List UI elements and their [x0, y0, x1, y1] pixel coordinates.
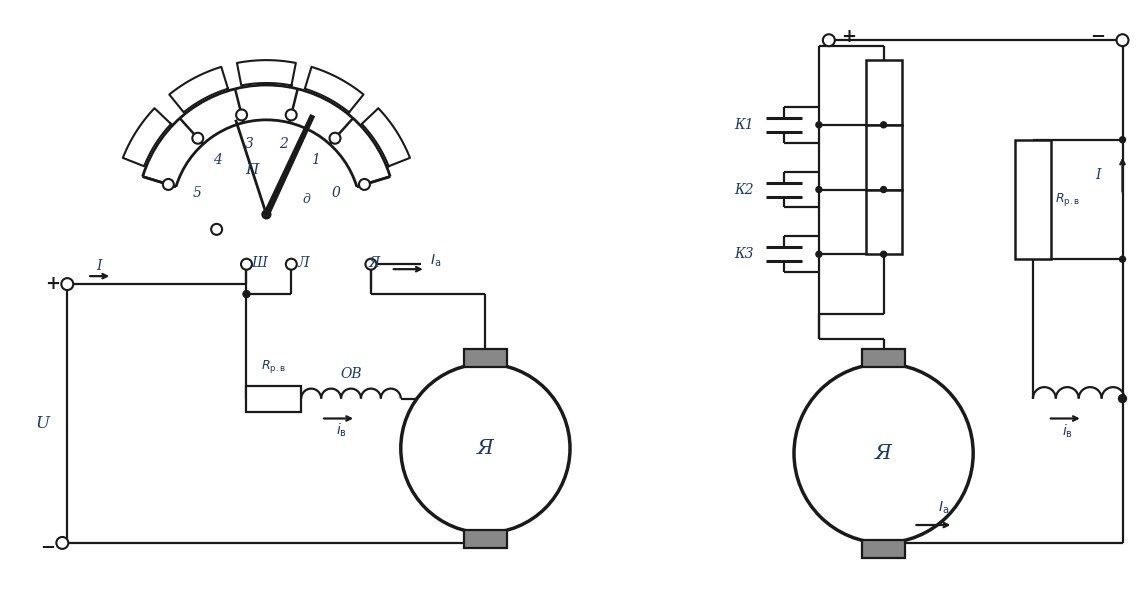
Circle shape: [61, 278, 73, 290]
Text: +: +: [45, 275, 60, 293]
Circle shape: [1117, 34, 1128, 46]
Circle shape: [816, 187, 822, 193]
Text: U: U: [36, 415, 49, 432]
Text: $i_\mathrm{в}$: $i_\mathrm{в}$: [335, 422, 347, 439]
Text: 4: 4: [214, 154, 223, 168]
Polygon shape: [123, 108, 171, 166]
Bar: [247, 386, 301, 411]
Circle shape: [193, 133, 203, 144]
Text: ОВ: ОВ: [340, 367, 362, 381]
Text: $i_\mathrm{в}$: $i_\mathrm{в}$: [1062, 422, 1073, 440]
Text: 3: 3: [245, 137, 254, 151]
Circle shape: [881, 122, 886, 128]
Bar: [866, 60, 901, 125]
Text: $R_\mathrm{р.в}$: $R_\mathrm{р.в}$: [262, 358, 287, 375]
Circle shape: [241, 258, 251, 270]
Text: −: −: [40, 539, 55, 557]
Text: 2: 2: [280, 137, 288, 151]
Text: К2: К2: [735, 182, 754, 196]
Polygon shape: [305, 67, 364, 112]
Circle shape: [1118, 395, 1126, 403]
Bar: [866, 125, 901, 190]
Text: Я: Я: [875, 444, 892, 463]
Text: Ш: Ш: [251, 256, 267, 270]
Text: +: +: [841, 28, 856, 46]
Circle shape: [365, 258, 377, 270]
Text: д: д: [302, 193, 310, 206]
Circle shape: [1119, 137, 1125, 142]
Circle shape: [816, 251, 822, 257]
Circle shape: [881, 187, 886, 193]
Circle shape: [236, 109, 247, 120]
Circle shape: [816, 122, 822, 128]
Text: К1: К1: [735, 118, 754, 132]
Polygon shape: [236, 60, 296, 85]
Text: П: П: [245, 163, 258, 177]
Bar: [866, 190, 901, 254]
Circle shape: [1119, 256, 1125, 262]
Circle shape: [286, 109, 296, 120]
Circle shape: [329, 133, 341, 144]
Text: I: I: [1095, 168, 1101, 182]
Circle shape: [263, 211, 271, 219]
Text: $R_\mathrm{р.в}$: $R_\mathrm{р.в}$: [1055, 191, 1080, 208]
Circle shape: [243, 290, 250, 298]
Polygon shape: [169, 67, 228, 112]
Text: $I_\mathrm{a}$: $I_\mathrm{a}$: [430, 253, 441, 270]
Circle shape: [401, 363, 571, 533]
Circle shape: [163, 179, 173, 190]
Text: $I_\mathrm{a}$: $I_\mathrm{a}$: [938, 500, 949, 516]
Text: К3: К3: [735, 247, 754, 261]
Text: I: I: [96, 259, 102, 273]
Bar: [862, 349, 906, 367]
Bar: [862, 540, 906, 558]
Text: 1: 1: [311, 154, 319, 168]
Bar: [464, 530, 507, 548]
Circle shape: [881, 251, 886, 257]
Bar: [464, 349, 507, 367]
Circle shape: [359, 179, 370, 190]
Circle shape: [286, 258, 297, 270]
Text: 5: 5: [193, 186, 201, 200]
Bar: [1015, 140, 1050, 259]
Circle shape: [823, 34, 835, 46]
Circle shape: [56, 537, 68, 549]
Text: Л: Л: [297, 256, 309, 270]
Polygon shape: [362, 108, 410, 166]
Text: Я: Я: [476, 439, 494, 458]
Circle shape: [211, 224, 222, 235]
Text: −: −: [1091, 28, 1106, 46]
Circle shape: [794, 363, 974, 543]
Text: Я: Я: [369, 256, 380, 270]
Text: 0: 0: [332, 186, 340, 200]
